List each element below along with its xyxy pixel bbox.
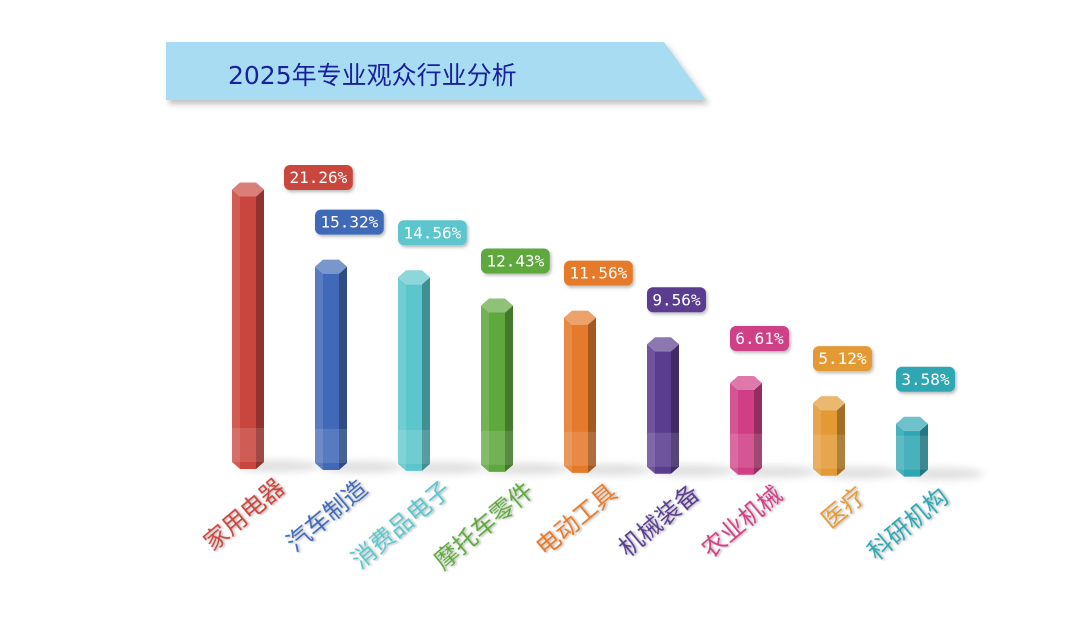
bar (647, 337, 679, 474)
data-label-text: 11.56% (570, 264, 628, 283)
bar-reflection (481, 430, 513, 465)
floor-shadow (236, 460, 984, 480)
bar-front-face (572, 324, 588, 473)
data-label-text: 14.56% (404, 223, 462, 242)
bar (896, 416, 928, 477)
bar-front-face (821, 410, 837, 476)
bar-cap (647, 337, 679, 352)
bar-left-face (813, 403, 821, 476)
bars-group (232, 182, 928, 477)
bar-right-face (671, 344, 679, 474)
bar-reflection (564, 431, 596, 466)
bar (315, 259, 347, 470)
bar-left-face (315, 266, 323, 470)
bar-reflection (232, 428, 264, 462)
data-label-text: 9.56% (652, 290, 701, 309)
data-label-pill (481, 248, 550, 274)
bar-front-face (240, 196, 256, 469)
category-label: 电动工具 (530, 478, 622, 561)
data-label: 12.43% (481, 248, 550, 274)
bar-right-face (505, 305, 513, 472)
bar-cap (481, 298, 513, 313)
bar-reflection (813, 434, 845, 469)
data-label-text: 5.12% (818, 349, 867, 368)
chart-title: 2025年专业观众行业分析 (228, 61, 517, 90)
bar (232, 182, 264, 469)
bar-front-face (406, 284, 422, 471)
bar-cap (813, 396, 845, 411)
bar-right-face (588, 317, 596, 473)
bar-cap (315, 259, 347, 274)
data-label-pill (813, 346, 872, 372)
bar (481, 298, 513, 472)
bar-front-face (738, 390, 754, 475)
bar-front-face (323, 273, 339, 470)
data-label-text: 21.26% (290, 168, 348, 187)
bar-cap (564, 310, 596, 325)
bar-left-face (647, 344, 655, 474)
bar-left-face (896, 423, 904, 477)
data-label: 9.56% (647, 287, 706, 313)
data-label: 14.56% (398, 220, 467, 246)
bar-reflection (896, 435, 928, 470)
category-label: 家用电器 (198, 473, 290, 556)
category-label: 农业机械 (696, 480, 788, 563)
title-banner: 2025年专业观众行业分析 (166, 42, 706, 100)
data-label: 3.58% (896, 366, 955, 392)
bar-reflection (730, 433, 762, 468)
bar-right-face (837, 403, 845, 476)
data-label-pill (896, 366, 955, 392)
data-label-pill (398, 220, 467, 246)
data-labels-group: 21.26% 15.32% 14.56% 12.43% 11.56% 9.56% 6.61%… (284, 165, 955, 392)
bar-cap (398, 270, 430, 285)
category-label: 医疗 (816, 482, 871, 534)
bar-left-face (232, 189, 240, 469)
data-label-pill (647, 287, 706, 313)
data-label-text: 15.32% (321, 213, 379, 232)
bar-front-face (655, 351, 671, 474)
bar-right-face (422, 277, 430, 471)
data-label: 15.32% (315, 209, 384, 235)
bar-front-face (489, 312, 505, 472)
bar-cap (730, 376, 762, 391)
bar-reflection (315, 428, 347, 463)
bar-left-face (730, 383, 738, 475)
bar (564, 310, 596, 473)
data-label-pill (730, 326, 789, 352)
bar-cap (232, 182, 264, 197)
category-label: 科研机构 (862, 483, 954, 566)
bar (813, 396, 845, 476)
bar-front-face (904, 430, 920, 477)
data-label: 21.26% (284, 165, 353, 190)
bar (730, 376, 762, 475)
category-label: 机械装备 (613, 479, 705, 562)
bar-left-face (398, 277, 406, 471)
title-banner-shape (166, 42, 706, 100)
data-label: 5.12% (813, 346, 872, 372)
bar-left-face (564, 317, 572, 473)
bar-cap (896, 416, 928, 431)
bar-right-face (339, 266, 347, 470)
bar-reflection (398, 429, 430, 464)
data-label-text: 3.58% (901, 370, 950, 389)
data-label: 6.61% (730, 326, 789, 352)
data-label-text: 12.43% (487, 252, 545, 271)
data-label-pill (315, 209, 384, 235)
data-label-pill (564, 260, 633, 286)
bar-right-face (754, 383, 762, 475)
data-label-text: 6.61% (735, 329, 784, 348)
data-label-pill (284, 165, 353, 190)
bar-right-face (920, 423, 928, 477)
bar-reflection (647, 432, 679, 467)
bar (398, 270, 430, 471)
bar-right-face (256, 189, 264, 469)
bar-left-face (481, 305, 489, 472)
data-label: 11.56% (564, 260, 633, 286)
